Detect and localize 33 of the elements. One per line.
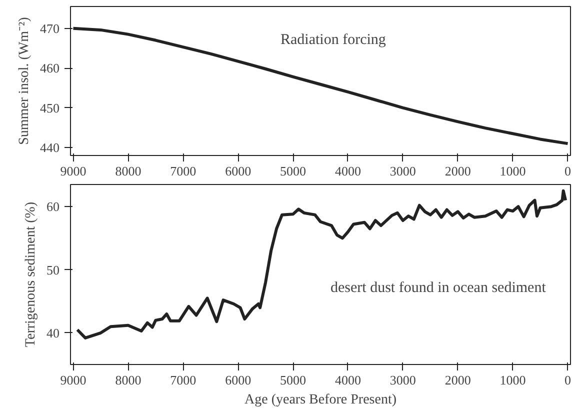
x-axis-title: Age (years Before Present) <box>244 392 397 408</box>
x-tick-label: 6000 <box>225 372 252 388</box>
y-tick-label: 60 <box>46 199 60 214</box>
x-tick-label: 2000 <box>444 164 471 178</box>
y-axis-title: Terrigenous sediment (%) <box>24 202 38 348</box>
y-tick-label: 450 <box>40 100 60 116</box>
line-series <box>76 189 568 340</box>
x-tick-label: 8000 <box>115 164 142 178</box>
x-tick-label: 9000 <box>60 164 86 178</box>
y-axis-title: Summer insol. (Wm⁻²) <box>17 16 32 145</box>
x-tick-label: 1000 <box>500 164 526 178</box>
x-tick-label: 0 <box>564 164 572 178</box>
x-tick-label: 1000 <box>500 372 526 388</box>
x-tick-label: 2000 <box>444 372 471 388</box>
x-tick-label: 5000 <box>280 164 306 178</box>
x-tick-label: 3000 <box>390 372 416 388</box>
x-tick-label: 9000 <box>60 372 86 388</box>
x-tick-label: 4000 <box>334 372 361 388</box>
x-tick-label: 8000 <box>115 372 142 388</box>
x-tick-label: 6000 <box>225 164 252 178</box>
x-tick-label: 5000 <box>280 372 306 388</box>
x-tick-label: 7000 <box>170 164 196 178</box>
x-tick-label: 3000 <box>390 164 416 178</box>
x-tick-label: 7000 <box>170 372 196 388</box>
y-tick-label: 470 <box>40 20 60 36</box>
y-tick-label: 40 <box>46 325 60 340</box>
x-tick-label: 4000 <box>334 164 361 178</box>
y-tick-label: 50 <box>46 262 60 278</box>
annotation: Radiation forcing <box>280 32 386 48</box>
y-tick-label: 440 <box>40 140 60 156</box>
x-tick-label: 0 <box>564 372 572 388</box>
y-tick-label: 460 <box>40 60 60 76</box>
annotation: desert dust found in ocean sediment <box>330 280 547 296</box>
